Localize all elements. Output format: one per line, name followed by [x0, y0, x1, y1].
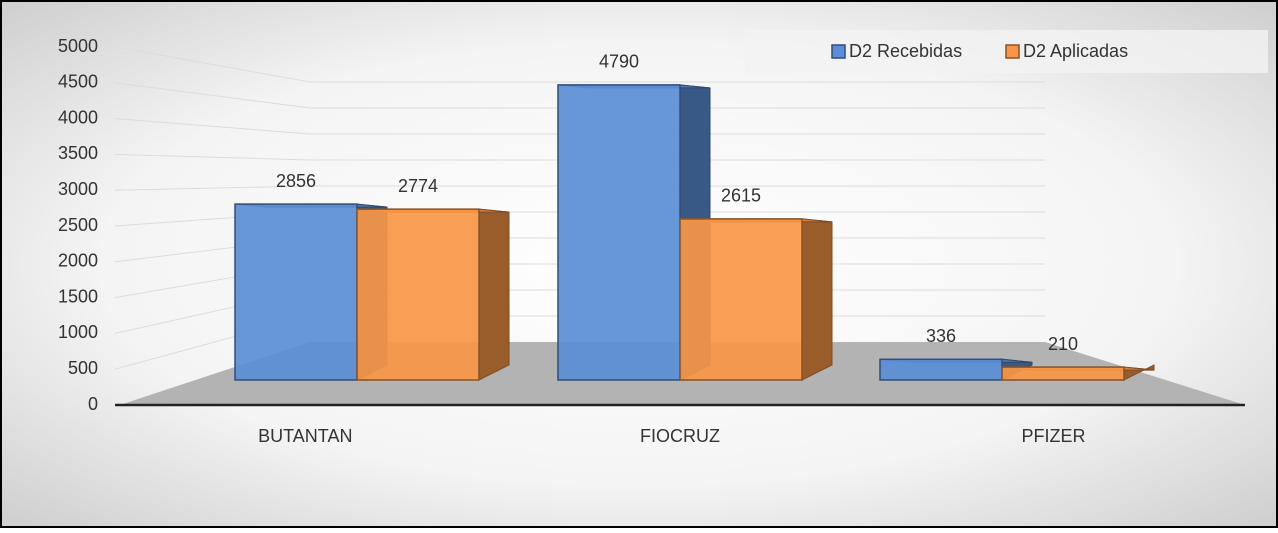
legend-swatch — [831, 44, 846, 59]
x-tick-label: BUTANTAN — [258, 426, 352, 446]
grid-line — [114, 118, 1045, 135]
y-tick-label: 2500 — [58, 215, 98, 235]
x-tick-label: FIOCRUZ — [640, 426, 720, 446]
y-tick-label: 2000 — [58, 251, 98, 271]
value-label: 2774 — [398, 176, 438, 196]
value-label: 336 — [926, 326, 956, 346]
x-tick-label: PFIZER — [1022, 426, 1086, 446]
grid-line — [114, 185, 1045, 191]
y-tick-label: 1500 — [58, 286, 98, 306]
y-tick-label: 3000 — [58, 179, 98, 199]
bar — [679, 218, 803, 381]
y-tick-label: 4000 — [58, 107, 98, 127]
bar — [879, 358, 1003, 381]
grid-line — [114, 46, 1045, 83]
y-tick-label: 1000 — [58, 322, 98, 342]
bar — [356, 208, 480, 381]
y-tick-label: 4500 — [58, 72, 98, 92]
grid-line — [114, 153, 1045, 161]
bar — [557, 84, 681, 381]
value-label: 210 — [1048, 334, 1078, 354]
legend-label: D2 Recebidas — [849, 41, 962, 61]
bar — [234, 203, 358, 381]
y-tick-label: 5000 — [58, 36, 98, 56]
y-tick-label: 3500 — [58, 143, 98, 163]
y-tick-label: 500 — [68, 358, 98, 378]
grid-line — [114, 82, 1045, 109]
value-label: 2856 — [276, 171, 316, 191]
bar-side — [801, 218, 833, 381]
legend-swatch — [1005, 44, 1020, 59]
value-label: 4790 — [599, 52, 639, 72]
y-tick-label: 0 — [88, 394, 98, 414]
legend-label: D2 Aplicadas — [1023, 41, 1128, 61]
bar-side — [478, 208, 510, 381]
value-label: 2615 — [721, 186, 761, 206]
bar — [1001, 366, 1125, 381]
